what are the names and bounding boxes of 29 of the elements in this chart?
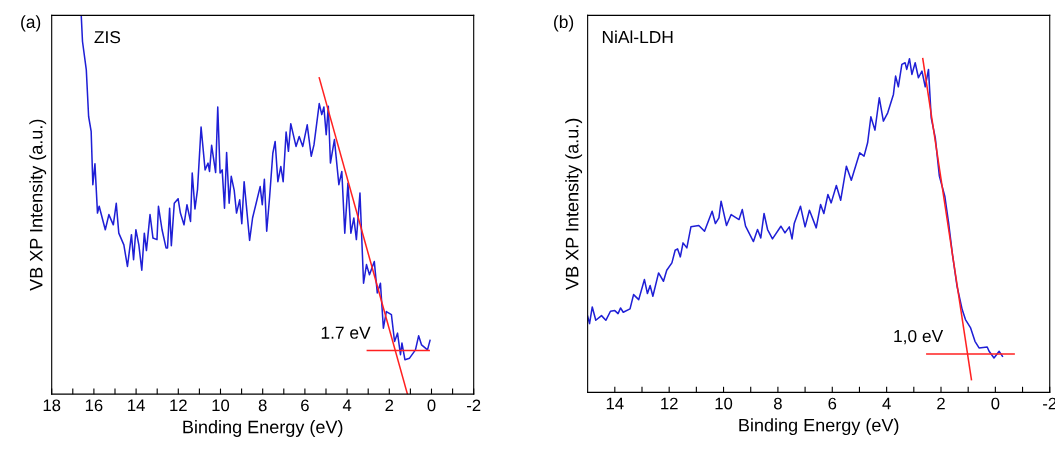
y-axis-title: VB XP Intensity (a.u.) [565, 118, 583, 290]
x-tick-label: 6 [828, 397, 837, 410]
x-tick-label: 2 [385, 399, 394, 412]
x-tick-label: 4 [882, 397, 891, 410]
text: NiAl-LDH [602, 30, 673, 44]
x-tick-label: 12 [661, 397, 678, 410]
x-tick-label: 14 [606, 397, 624, 410]
x-tick-label: 4 [342, 399, 352, 412]
annotation: 1.7 eV [321, 326, 371, 339]
x-tick-label: 18 [43, 399, 61, 412]
annotation: ZIS [94, 30, 121, 44]
x-tick-label: -2 [467, 399, 481, 412]
x-tick-label: 8 [258, 399, 267, 412]
x-tick-label: 6 [301, 399, 309, 412]
x-tick-label: 14 [128, 399, 145, 412]
text: (b) [554, 15, 574, 32]
x-tick-label: 8 [774, 397, 782, 410]
x-tick-label: 10 [212, 399, 230, 412]
y-axis-title: VB XP Intensity (a.u.) [29, 119, 47, 291]
x-tick-label: 10 [715, 397, 733, 410]
x-axis-title: Binding Energy (eV) [183, 420, 343, 437]
x-axis-title: Binding Energy (eV) [739, 418, 899, 436]
x-tick-label: 12 [170, 399, 187, 412]
x-tick-label: 2 [937, 397, 945, 410]
annotation: 1,0 eV [894, 329, 944, 345]
x-tick-label: 16 [85, 399, 103, 412]
text: (a) [21, 15, 41, 32]
x-tick-label: 0 [991, 397, 1000, 410]
x-tick-label: 0 [427, 399, 436, 412]
